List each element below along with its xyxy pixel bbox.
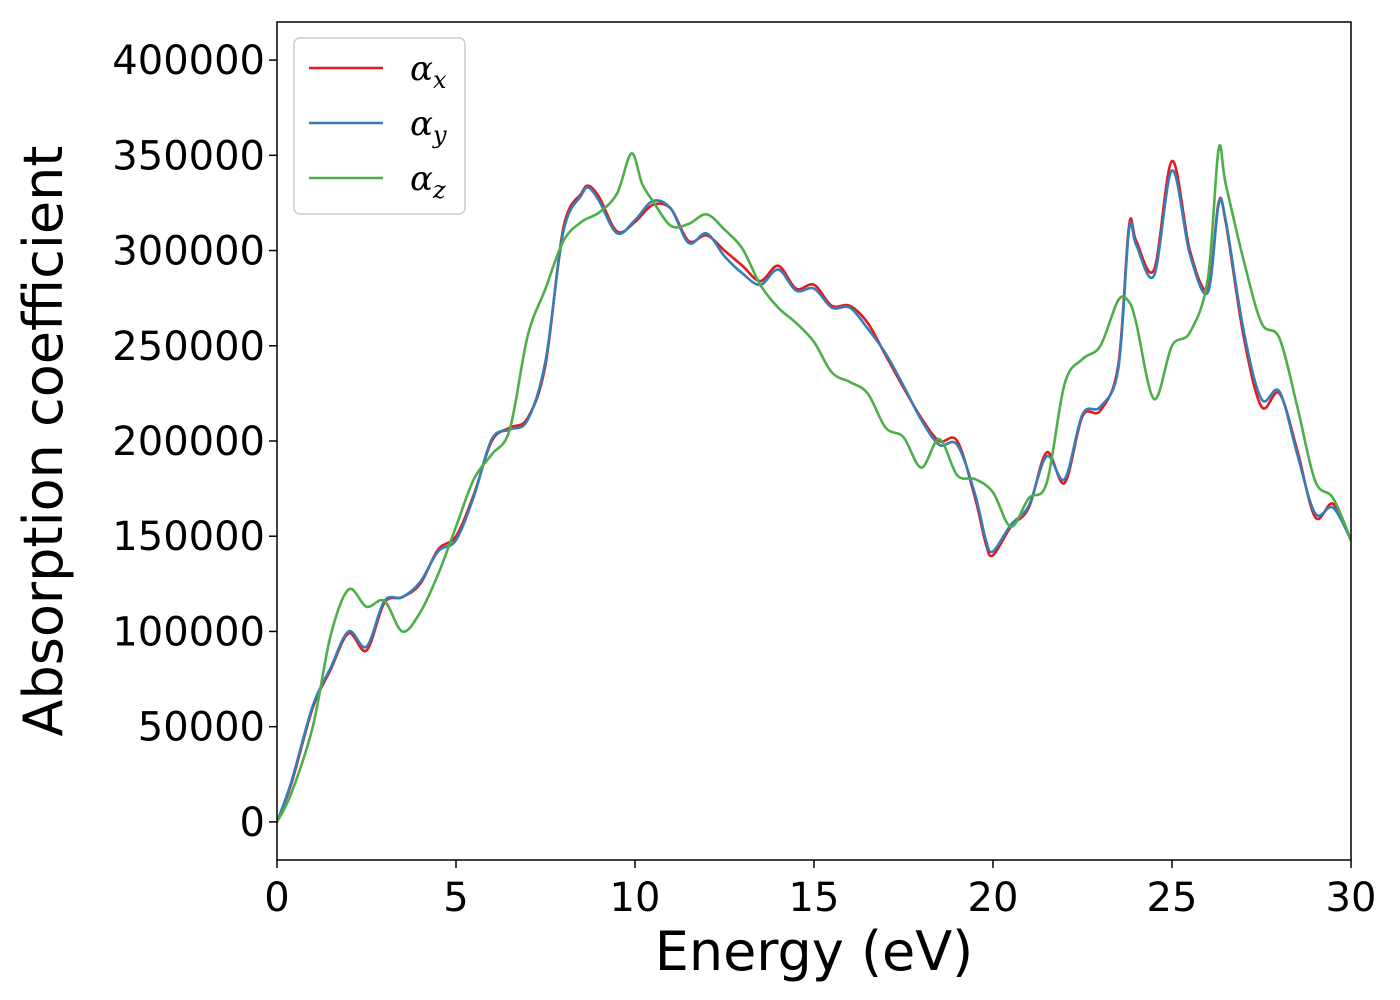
y-tick-label: 50000: [138, 705, 265, 751]
x-tick-label: 20: [968, 875, 1019, 921]
x-tick-label: 25: [1147, 875, 1198, 921]
legend-label-z: αz: [410, 159, 446, 204]
series-layer: [277, 144, 1351, 824]
y-tick-label: 150000: [112, 514, 265, 560]
y-tick-label: 200000: [112, 419, 265, 465]
y-tick-label: 250000: [112, 324, 265, 370]
ticks-layer: 0 5 10 15 20 25 30 0 50000 100000 150000 200000 2500…: [112, 38, 1376, 921]
y-tick-label: 400000: [112, 38, 265, 84]
series-line-y: [277, 169, 1351, 824]
plot-area-frame: [276, 21, 1352, 861]
y-tick-label: 300000: [112, 229, 265, 275]
x-axis-title: Energy (eV): [655, 920, 974, 983]
legend: αx αy αz: [293, 37, 466, 215]
x-tick-label: 30: [1326, 875, 1377, 921]
y-axis-title: Absorption coefficient: [12, 146, 75, 737]
x-tick-label: 5: [443, 875, 468, 921]
legend-label-x: αx: [410, 49, 447, 94]
y-tick-label: 100000: [112, 609, 265, 655]
x-tick-label: 15: [789, 875, 840, 921]
legend-label-y: αy: [410, 104, 447, 149]
x-tick-label: 10: [610, 875, 661, 921]
series-line-z: [277, 144, 1351, 824]
y-tick-label: 350000: [112, 133, 265, 179]
x-tick-label: 0: [264, 875, 289, 921]
legend-box: [293, 37, 466, 215]
y-tick-label: 0: [240, 800, 265, 846]
